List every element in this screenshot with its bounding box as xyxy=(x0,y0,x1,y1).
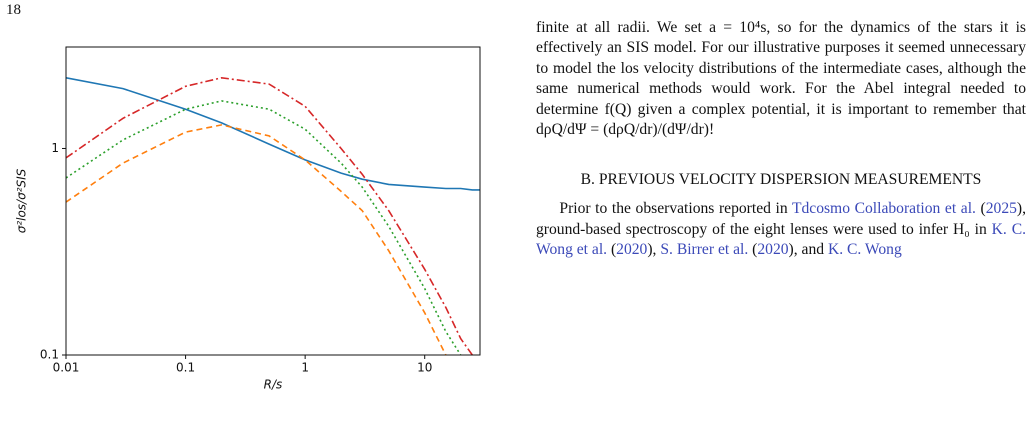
text-run: ), ground-based spectroscopy of the eigh… xyxy=(536,200,1027,238)
section-heading: B. PREVIOUS VELOCITY DISPERSION MEASUREM… xyxy=(580,171,982,189)
text-run: Prior to the observations reported in xyxy=(559,200,792,218)
citation-link[interactable]: 2020 xyxy=(616,241,648,259)
citation-link[interactable]: Tdcosmo Collaboration et al. xyxy=(791,200,976,218)
series-line xyxy=(66,76,473,355)
text-run: ( xyxy=(607,241,617,259)
text-run: ), and xyxy=(788,241,828,259)
series-line xyxy=(66,124,447,355)
y-tick-label: 0.1 xyxy=(40,348,59,362)
x-axis-label: R/s xyxy=(264,378,283,392)
x-tick-label: 10 xyxy=(417,361,432,375)
page-number: 18 xyxy=(6,2,21,18)
x-tick-label: 1 xyxy=(301,361,309,375)
text-run: ), xyxy=(647,241,661,259)
plot-frame xyxy=(65,46,481,356)
y-axis-label: σ²los/σ²SIS xyxy=(15,168,29,233)
x-tick-label: 0.01 xyxy=(53,361,80,375)
paragraph: finite at all radii. We set a = 10⁴s, so… xyxy=(536,19,1026,139)
series-line xyxy=(66,100,462,355)
y-tick-label: 1 xyxy=(51,141,59,155)
text-column: finite at all radii. We set a = 10⁴s, so… xyxy=(536,18,1026,261)
x-tick-label: 0.1 xyxy=(176,361,195,375)
paragraph: Prior to the observations reported in Td… xyxy=(536,199,1026,260)
citation-link[interactable]: K. C. Wong xyxy=(827,241,902,259)
citation-link[interactable]: S. Birrer et al. xyxy=(660,241,749,259)
citation-link[interactable]: 2025 xyxy=(985,200,1017,218)
citation-link[interactable]: K. C. Wong et al. xyxy=(536,220,1026,259)
citation-link[interactable]: 2020 xyxy=(757,241,789,259)
text-run: ( xyxy=(975,200,986,218)
text-run: ( xyxy=(748,241,758,259)
series-line xyxy=(66,77,480,191)
